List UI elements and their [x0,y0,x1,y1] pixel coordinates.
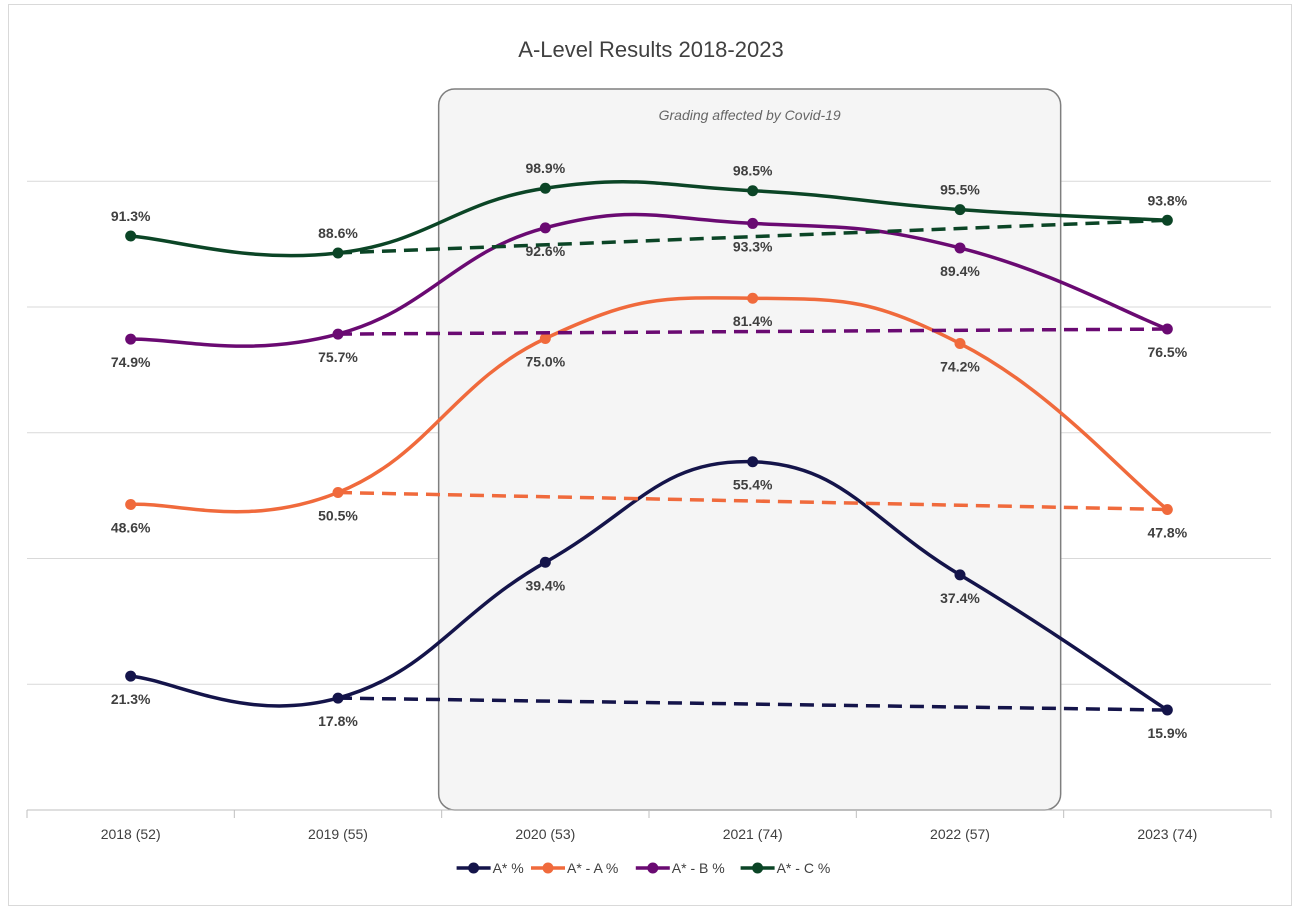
line-chart: Grading affected by Covid-19 2018 (52) 20… [26,37,1272,876]
data-label: 75.7% [318,349,358,365]
data-label: 50.5% [318,508,358,524]
data-label: 81.4% [733,313,773,329]
series: 21.3% 17.8% 39.4% 55.4% 37.4% 15.9% 48.6% 50.5%… [111,160,1188,741]
legend-swatch-marker [542,862,554,874]
series-2: 74.9% 75.7% 92.6% 93.3% 89.4% 76.5% [111,212,1188,370]
x-tick-label: 2020 (53) [515,826,575,842]
trendline [337,490,1168,512]
x-tick-label: 2021 (74) [723,826,783,842]
data-point [954,242,966,254]
legend-label: A* % [493,860,524,876]
x-tick-label: 2019 (55) [308,826,368,842]
data-label: 95.5% [940,182,980,198]
data-label: 17.8% [318,713,358,729]
data-point [125,498,137,510]
data-label: 47.8% [1147,524,1187,540]
chart-title: A-Level Results 2018-2023 [518,37,783,62]
legend-item: A* - C % [740,860,831,876]
trendline [337,327,1168,336]
data-point [332,247,344,259]
x-tick-label: 2022 (57) [930,826,990,842]
data-label: 39.4% [525,577,565,593]
data-label: 76.5% [1147,344,1187,360]
data-label: 21.3% [111,691,151,707]
series-line [130,179,1168,258]
data-point [539,222,551,234]
data-point [539,556,551,568]
series-line [130,212,1168,348]
legend-item: A* % [456,860,524,876]
chart-frame: Grading affected by Covid-19 2018 (52) 20… [8,4,1292,906]
legend-swatch-marker [468,862,480,874]
trendline [337,218,1168,255]
series-line [130,296,1169,514]
data-point [125,670,137,682]
data-point [125,230,137,242]
covid-annotation-label: Grading affected by Covid-19 [659,107,841,123]
data-point [747,292,759,304]
data-point [332,328,344,340]
data-label: 15.9% [1147,725,1187,741]
legend-label: A* - C % [777,860,831,876]
data-label: 88.6% [318,225,358,241]
data-point [1161,503,1173,515]
data-point [1161,323,1173,335]
series-3: 91.3% 88.6% 98.9% 98.5% 95.5% 93.8% [111,160,1188,259]
data-point [1161,214,1173,226]
x-axis: 2018 (52) 2019 (55) 2020 (53) 2021 (74) 2022… [26,809,1272,842]
data-label: 75.0% [525,353,565,369]
data-point [1161,704,1173,716]
data-point [539,332,551,344]
data-point [954,569,966,581]
series-line [130,459,1169,712]
legend-swatch-marker [647,862,659,874]
data-point [747,217,759,229]
data-label: 93.3% [733,238,773,254]
data-point [539,182,551,194]
data-label: 91.3% [111,208,151,224]
data-point [954,204,966,216]
data-label: 55.4% [733,477,773,493]
data-label: 48.6% [111,519,151,535]
trendline [337,696,1168,712]
series-0: 21.3% 17.8% 39.4% 55.4% 37.4% 15.9% [111,456,1188,741]
data-label: 98.5% [733,163,773,179]
data-label: 89.4% [940,263,980,279]
series-1: 48.6% 50.5% 75.0% 81.4% 74.2% 47.8% [111,292,1188,540]
data-label: 37.4% [940,590,980,606]
data-label: 74.2% [940,359,980,375]
legend-item: A* - B % [635,860,725,876]
legend-label: A* - B % [672,860,725,876]
legend-item: A* - A % [531,860,618,876]
legend-label: A* - A % [567,860,618,876]
data-point [954,338,966,350]
data-point [332,692,344,704]
data-label: 93.8% [1147,192,1187,208]
x-tick-label: 2018 (52) [101,826,161,842]
data-point [747,185,759,197]
data-point [747,456,759,468]
data-label: 92.6% [525,243,565,259]
data-point [125,333,137,345]
legend: A* % A* - A % A* - B % A* - C % [456,860,831,876]
x-tick-label: 2023 (74) [1137,826,1197,842]
data-point [332,487,344,499]
legend-swatch-marker [752,862,764,874]
data-label: 98.9% [525,160,565,176]
data-label: 74.9% [111,354,151,370]
